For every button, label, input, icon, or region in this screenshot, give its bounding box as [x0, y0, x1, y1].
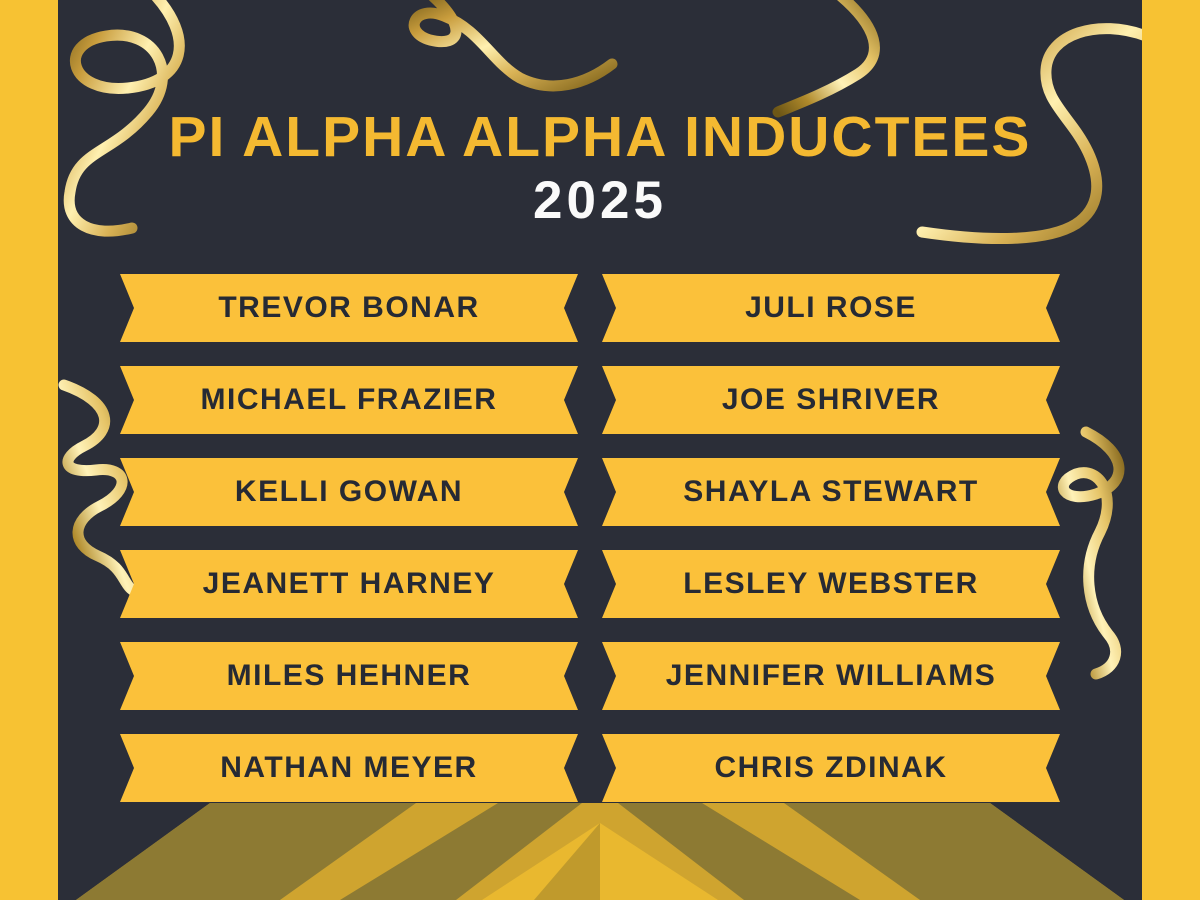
inductee-name: LESLEY WEBSTER [683, 567, 979, 600]
gold-ribbon-top-center [408, 0, 618, 92]
gold-ribbon-top-middle-right [772, 0, 880, 118]
inductee-name: TREVOR BONAR [218, 291, 480, 324]
inductee-name: JENNIFER WILLIAMS [665, 659, 997, 692]
inductee-banner: LESLEY WEBSTER [602, 550, 1060, 618]
sunburst-ray [482, 823, 718, 900]
left-gold-border [0, 0, 58, 900]
inductee-banner: TREVOR BONAR [120, 274, 578, 342]
inductee-name: MILES HEHNER [226, 659, 472, 692]
inductee-banner: JULI ROSE [602, 274, 1060, 342]
inductee-banner: MICHAEL FRAZIER [120, 366, 578, 434]
inductee-name: CHRIS ZDINAK [714, 751, 948, 784]
sunburst [76, 803, 1124, 900]
gold-ribbon-right-middle [1057, 426, 1125, 680]
inductee-banner: KELLI GOWAN [120, 458, 578, 526]
sunburst-ray [76, 803, 1124, 900]
sunburst-ray [76, 803, 416, 900]
inductee-name: JEANETT HARNEY [202, 567, 496, 600]
inductee-name: SHAYLA STEWART [683, 475, 979, 508]
sunburst-ray [534, 823, 600, 900]
sunburst-ray [784, 803, 1124, 900]
inductee-banner: JOE SHRIVER [602, 366, 1060, 434]
inductee-banner: JEANETT HARNEY [120, 550, 578, 618]
inductee-banner: JENNIFER WILLIAMS [602, 642, 1060, 710]
inductee-banner: MILES HEHNER [120, 642, 578, 710]
inductee-grid: TREVOR BONAR JULI ROSE MICHAEL FRAZIER J… [120, 274, 1060, 802]
sunburst-ray [618, 803, 860, 900]
page-title: PI ALPHA ALPHA INDUCTEES [168, 105, 1032, 169]
right-gold-border [1142, 0, 1200, 900]
title-block: PI ALPHA ALPHA INDUCTEES 2025 [58, 105, 1142, 230]
inductee-banner: SHAYLA STEWART [602, 458, 1060, 526]
inductee-banner: CHRIS ZDINAK [602, 734, 1060, 802]
inductee-name: JOE SHRIVER [721, 383, 941, 416]
inductee-name: KELLI GOWAN [234, 475, 464, 508]
inductee-name: NATHAN MEYER [220, 751, 478, 784]
year-label: 2025 [533, 170, 667, 230]
inductee-name: JULI ROSE [745, 291, 917, 324]
inductee-banner: NATHAN MEYER [120, 734, 578, 802]
sunburst-ray [340, 803, 582, 900]
inductee-name: MICHAEL FRAZIER [200, 383, 498, 416]
